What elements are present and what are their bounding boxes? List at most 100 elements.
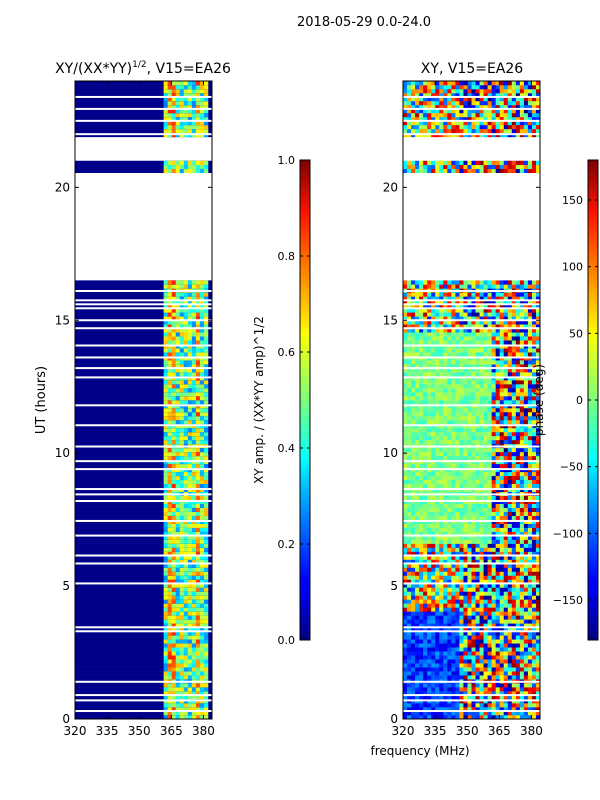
phase-cell bbox=[439, 695, 444, 700]
amplitude-cell bbox=[167, 312, 173, 317]
phase-cell bbox=[515, 667, 521, 672]
phase-cell bbox=[419, 647, 424, 652]
amplitude-cell bbox=[163, 507, 168, 512]
phase-cell bbox=[503, 495, 509, 500]
phase-cell bbox=[487, 659, 492, 664]
amplitude-cell bbox=[199, 483, 205, 489]
amplitude-cell bbox=[195, 340, 201, 345]
phase-cell bbox=[435, 388, 440, 393]
phase-cell bbox=[415, 687, 420, 692]
amplitude-cell bbox=[171, 683, 177, 688]
phase-cell bbox=[419, 515, 424, 520]
phase-cell bbox=[415, 579, 420, 584]
amplitude-row bbox=[75, 396, 212, 401]
phase-cell bbox=[435, 579, 440, 584]
amplitude-cell bbox=[183, 471, 189, 477]
x-tick-label: 320 bbox=[64, 724, 87, 738]
phase-cell bbox=[483, 336, 488, 341]
phase-cell bbox=[499, 563, 505, 568]
phase-cell bbox=[455, 631, 460, 636]
phase-cell bbox=[415, 567, 420, 572]
amplitude-cell bbox=[203, 284, 209, 289]
phase-cell bbox=[487, 583, 492, 588]
phase-cell bbox=[447, 655, 452, 660]
amplitude-cell bbox=[199, 507, 205, 512]
phase-cell bbox=[527, 571, 533, 576]
phase-cell bbox=[463, 707, 468, 712]
phase-cell bbox=[443, 599, 448, 604]
amplitude-row bbox=[75, 360, 212, 365]
amplitude-cell bbox=[199, 124, 205, 130]
amplitude-cell bbox=[167, 300, 173, 305]
phase-cell bbox=[535, 703, 540, 708]
amplitude-cell bbox=[187, 483, 193, 489]
amplitude-cell bbox=[175, 455, 181, 461]
amplitude-cell bbox=[171, 527, 177, 532]
phase-cell bbox=[403, 523, 408, 528]
phase-cell bbox=[427, 671, 432, 676]
phase-cell bbox=[471, 451, 476, 457]
phase-cell bbox=[415, 455, 420, 461]
amplitude-cell bbox=[191, 360, 197, 365]
phase-cell bbox=[403, 328, 408, 333]
phase-cell bbox=[475, 388, 480, 393]
amplitude-cell bbox=[199, 368, 205, 373]
phase-cell bbox=[427, 611, 432, 616]
phase-cell bbox=[535, 627, 540, 632]
amplitude-cell bbox=[171, 352, 177, 357]
phase-cell bbox=[443, 531, 448, 536]
amplitude-cell bbox=[191, 415, 197, 421]
phase-cell bbox=[523, 360, 529, 365]
phase-cell bbox=[459, 471, 464, 477]
x-tick-label: 335 bbox=[96, 724, 119, 738]
phase-cell bbox=[459, 683, 464, 688]
phase-cell bbox=[423, 555, 428, 560]
amplitude-cell bbox=[179, 643, 185, 648]
phase-cell bbox=[511, 643, 517, 648]
phase-cell bbox=[499, 352, 505, 357]
phase-cell bbox=[495, 475, 501, 481]
amplitude-axes-frame bbox=[74, 80, 213, 720]
phase-cell bbox=[447, 647, 452, 652]
phase-cell bbox=[499, 663, 505, 668]
phase-cell bbox=[491, 711, 496, 716]
amplitude-cell bbox=[179, 431, 185, 437]
phase-cell bbox=[423, 531, 428, 536]
amplitude-cell bbox=[183, 164, 189, 170]
amplitude-cell bbox=[183, 531, 189, 536]
phase-cell bbox=[455, 607, 460, 612]
phase-cell bbox=[511, 711, 517, 716]
phase-cell bbox=[511, 483, 517, 489]
amplitude-cell bbox=[163, 611, 168, 616]
phase-cell bbox=[503, 615, 509, 620]
phase-cell bbox=[467, 667, 472, 672]
phase-cell bbox=[427, 615, 432, 620]
amplitude-cell bbox=[179, 611, 185, 616]
phase-cell bbox=[511, 543, 517, 548]
amplitude-cell bbox=[191, 427, 197, 433]
phase-cell bbox=[535, 380, 540, 385]
phase-cell bbox=[491, 471, 496, 477]
phase-cell bbox=[403, 427, 408, 433]
phase-cell bbox=[495, 563, 501, 568]
phase-cell bbox=[531, 551, 537, 556]
phase-cell bbox=[431, 603, 436, 608]
amplitude-cell bbox=[191, 683, 197, 688]
phase-cell bbox=[443, 539, 448, 544]
phase-cell bbox=[535, 495, 540, 500]
phase-cell bbox=[447, 527, 452, 532]
phase-cell bbox=[483, 439, 488, 445]
phase-cell bbox=[431, 567, 436, 572]
phase-cell bbox=[483, 567, 488, 572]
amplitude-cell bbox=[191, 368, 197, 373]
phase-cell bbox=[415, 539, 420, 544]
phase-cell bbox=[439, 711, 444, 716]
phase-cell bbox=[515, 619, 521, 624]
amplitude-cell bbox=[179, 380, 185, 385]
phase-cell bbox=[467, 431, 472, 437]
amplitude-cell bbox=[183, 475, 189, 481]
amplitude-cell bbox=[187, 324, 193, 329]
phase-cell bbox=[471, 400, 476, 405]
phase-cell bbox=[491, 503, 496, 508]
phase-cell bbox=[475, 643, 480, 648]
